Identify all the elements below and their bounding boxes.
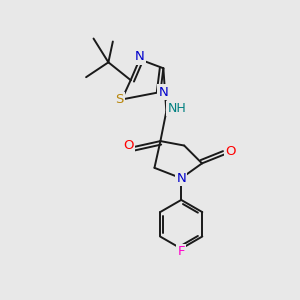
Text: O: O — [225, 145, 236, 158]
Text: S: S — [115, 93, 124, 106]
Text: N: N — [158, 85, 168, 98]
Text: N: N — [135, 50, 145, 64]
Text: N: N — [176, 172, 186, 185]
Text: O: O — [123, 139, 134, 152]
Text: NH: NH — [167, 103, 186, 116]
Text: F: F — [178, 244, 185, 258]
